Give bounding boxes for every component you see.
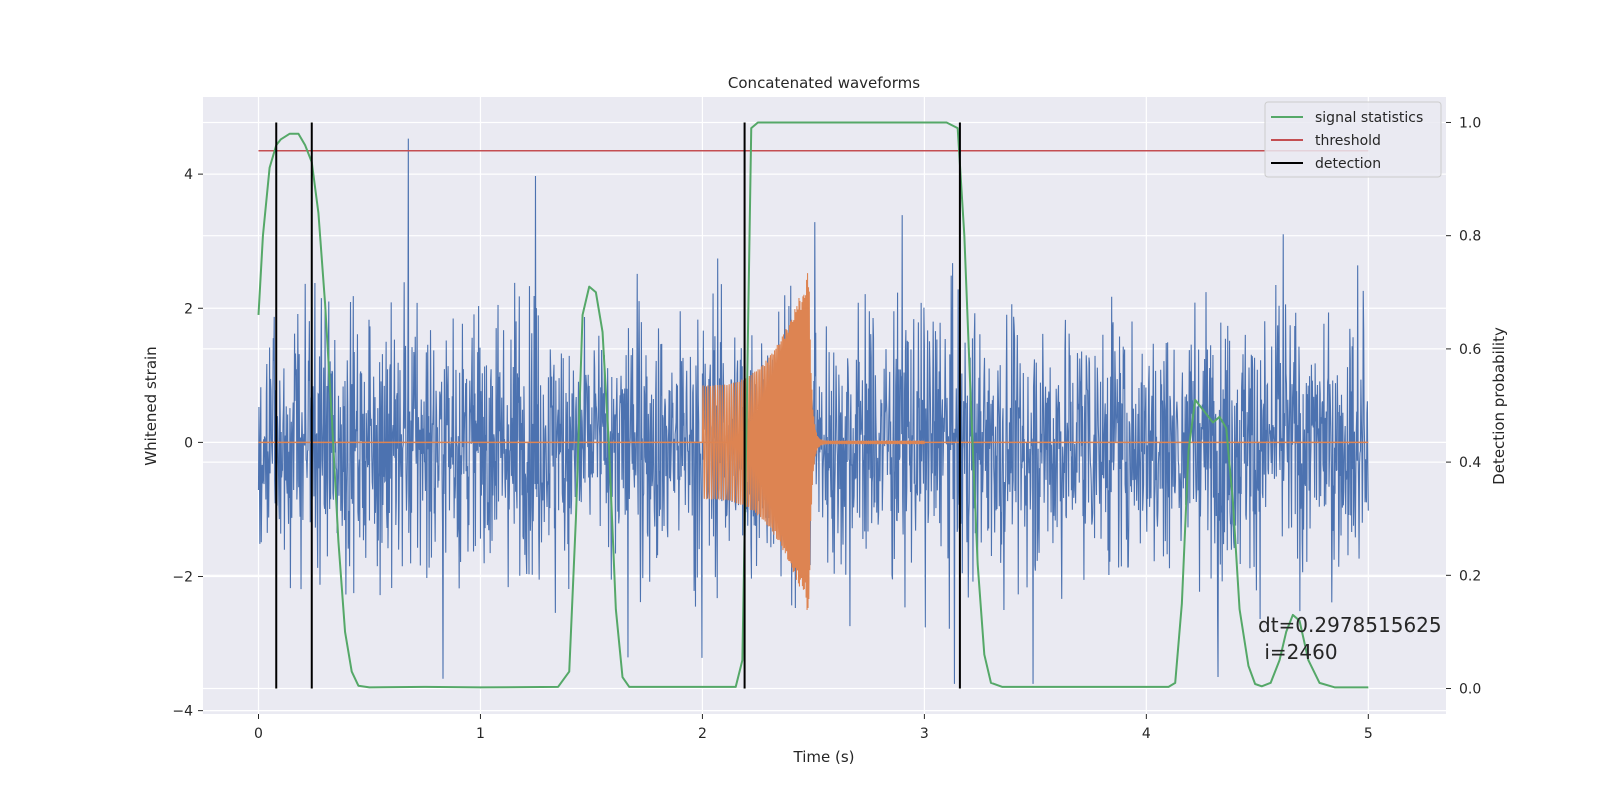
injection-series [258,273,1369,610]
signal-statistics-series [257,121,1369,689]
x-tick-label: 2 [698,726,707,742]
y2-tick-label: 1.0 [1459,115,1481,131]
y-tick-label: 0 [184,435,193,451]
legend-label-detection: detection [1315,156,1381,172]
signal-statistics-line [257,121,1369,689]
annotation-index: i=2460 [1258,640,1338,664]
y2-tick-label: 0.0 [1459,682,1481,698]
y2-tick-label: 0.4 [1459,455,1481,471]
annotation-dt: dt=0.2978515625 [1258,613,1442,637]
y2-tick-label: 0.8 [1459,229,1481,245]
x-tick-label: 1 [476,726,485,742]
y-tick-label: 2 [184,301,193,317]
y2-tick-label: 0.6 [1459,342,1481,358]
chart-title: Concatenated waveforms [728,74,920,92]
x-axis-label: Time (s) [793,748,855,766]
legend: signal statistics threshold detection [1264,101,1442,178]
x-tick-label: 4 [1142,726,1151,742]
plot-background [203,97,1446,714]
x-tick-label: 5 [1364,726,1373,742]
axis-ticks: 0 1 2 3 4 5 4 2 0 −2 −4 1.0 0.8 0.6 0.4 0.2 0.0 [172,115,1481,742]
legend-label-signal-statistics: signal statistics [1315,110,1423,126]
y2-tick-label: 0.2 [1459,568,1481,584]
y2-axis-label: Detection probability [1490,327,1508,485]
y-tick-label: 4 [184,167,193,183]
legend-box [1264,101,1442,178]
y-tick-label: −2 [172,570,193,586]
x-tick-label: 0 [254,726,263,742]
detection-series [275,122,961,689]
y-tick-label: −4 [172,704,193,720]
injection-chirp [701,273,925,610]
x-tick-label: 3 [920,726,929,742]
y-axis-label: Whitened strain [142,346,160,465]
legend-label-threshold: threshold [1315,133,1381,149]
